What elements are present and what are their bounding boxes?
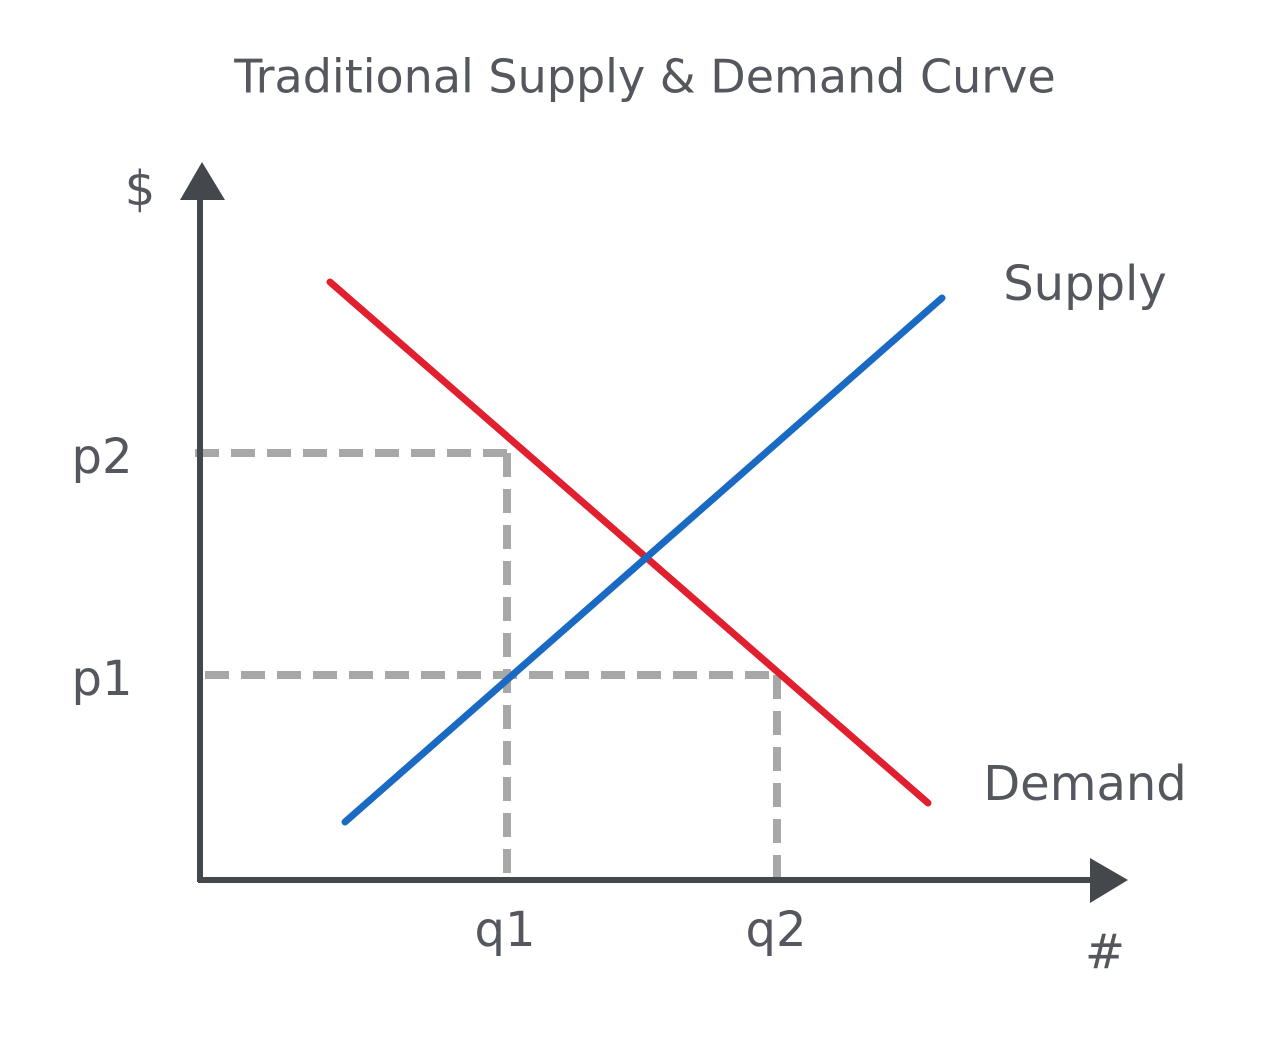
y-tick-label: p1	[71, 651, 132, 707]
demand-label: Demand	[983, 756, 1187, 812]
supply-label: Supply	[1003, 256, 1167, 312]
x-tick-label: q2	[745, 902, 806, 958]
supply-curve	[341, 294, 946, 826]
y-tick-label: p2	[71, 429, 132, 485]
demand-curve	[326, 278, 932, 807]
y-axis-label: $	[125, 161, 156, 217]
x-tick-label: q1	[474, 902, 535, 958]
guides	[195, 449, 781, 880]
x-axis-label: #	[1085, 924, 1125, 980]
y-arrow	[180, 162, 225, 200]
x-arrow	[1090, 858, 1128, 903]
title: Traditional Supply & Demand Curve	[233, 50, 1055, 104]
